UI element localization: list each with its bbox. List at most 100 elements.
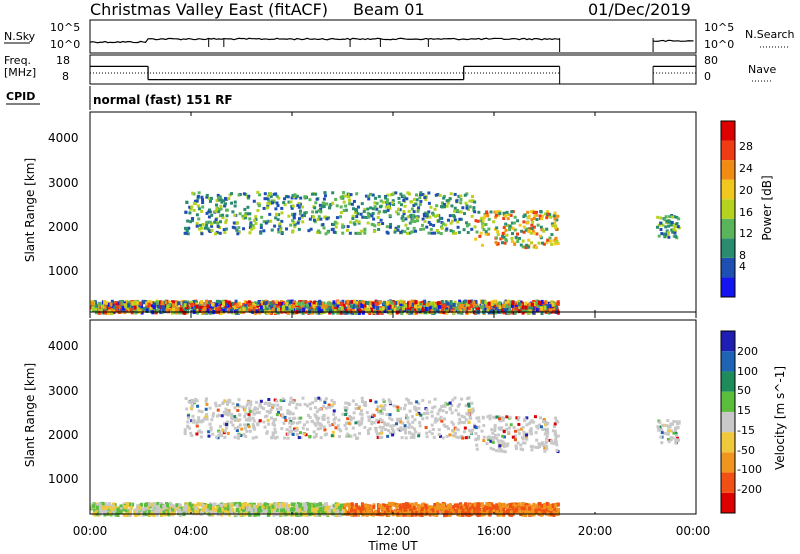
data-cell [534, 431, 538, 435]
data-cell [149, 300, 153, 305]
data-cell [245, 301, 249, 306]
data-cell [231, 402, 235, 406]
data-cell [281, 413, 285, 417]
data-cell [412, 210, 416, 214]
data-cell [319, 398, 323, 402]
data-cell [443, 303, 447, 308]
data-cell [666, 231, 670, 235]
data-cell [216, 436, 220, 440]
data-cell [98, 301, 102, 306]
data-cell [288, 304, 292, 309]
data-cell [331, 227, 335, 231]
date-label: 01/Dec/2019 [588, 0, 691, 19]
data-cell [248, 308, 252, 313]
power-colorbar [720, 120, 736, 298]
data-cell [231, 225, 235, 229]
data-cell [207, 434, 211, 438]
data-cell [425, 431, 429, 435]
data-cell [276, 403, 280, 407]
data-cell [524, 301, 528, 306]
data-cell [421, 193, 425, 197]
data-cell [554, 438, 558, 442]
data-cell [522, 510, 526, 515]
data-cell [313, 413, 317, 417]
data-cell [378, 425, 382, 429]
data-cell [497, 210, 501, 214]
data-cell [358, 299, 362, 304]
data-cell [286, 310, 290, 315]
data-cell [502, 435, 506, 439]
data-cell [498, 212, 502, 216]
data-cell [328, 511, 332, 516]
data-cell [415, 310, 419, 315]
data-cell [333, 220, 337, 224]
data-cell [673, 225, 677, 229]
data-cell [667, 224, 671, 228]
data-cell [300, 215, 304, 219]
data-cell [468, 416, 472, 420]
data-cell [217, 210, 221, 214]
data-cell [517, 502, 521, 507]
data-cell [390, 304, 394, 309]
data-cell [189, 431, 193, 435]
data-cell [323, 307, 327, 312]
data-cell [550, 233, 554, 237]
data-cell [522, 225, 526, 229]
data-cell [163, 309, 167, 314]
data-cell [186, 424, 190, 428]
data-cell [208, 199, 212, 203]
data-cell [477, 419, 481, 423]
data-cell [396, 409, 400, 413]
data-cell [491, 438, 495, 442]
data-cell [257, 300, 261, 305]
data-cell [441, 222, 445, 226]
data-cell [351, 216, 355, 220]
data-cell [286, 411, 290, 415]
data-cell [271, 307, 275, 312]
data-cell [275, 213, 279, 217]
data-cell [473, 509, 477, 514]
data-cell [300, 213, 304, 217]
data-cell [321, 223, 325, 227]
data-cell [308, 198, 312, 202]
data-cell [205, 417, 209, 421]
data-cell [498, 509, 502, 514]
data-cell [229, 309, 233, 314]
data-cell [510, 239, 514, 243]
data-cell [467, 408, 471, 412]
data-cell [197, 191, 201, 195]
data-cell [379, 411, 383, 415]
data-cell [376, 305, 380, 310]
data-cell [493, 426, 497, 430]
data-cell [430, 505, 434, 510]
data-cell [247, 425, 251, 429]
data-cell [368, 427, 372, 431]
data-cell [175, 306, 179, 311]
data-cell [183, 226, 187, 230]
data-cell [242, 307, 246, 312]
data-cell [489, 439, 493, 443]
data-cell [318, 299, 322, 304]
data-cell [242, 216, 246, 220]
data-cell [374, 400, 378, 404]
data-cell [363, 208, 367, 212]
data-cell [314, 302, 318, 307]
data-cell [295, 432, 299, 436]
data-cell [215, 230, 219, 234]
data-cell [247, 300, 251, 305]
data-cell [436, 213, 440, 217]
data-cell [408, 221, 412, 225]
data-cell [140, 508, 144, 513]
data-cell [530, 448, 534, 452]
data-cell [269, 510, 273, 515]
data-cell [272, 420, 276, 424]
data-cell [441, 204, 445, 208]
data-cell [207, 302, 211, 307]
data-cell [195, 420, 199, 424]
data-cell [233, 204, 237, 208]
nsearch-tick-bottom: 10^0 [704, 38, 734, 51]
data-cell [353, 299, 357, 304]
data-cell [347, 195, 351, 199]
data-cell [389, 431, 393, 435]
data-cell [268, 191, 272, 195]
